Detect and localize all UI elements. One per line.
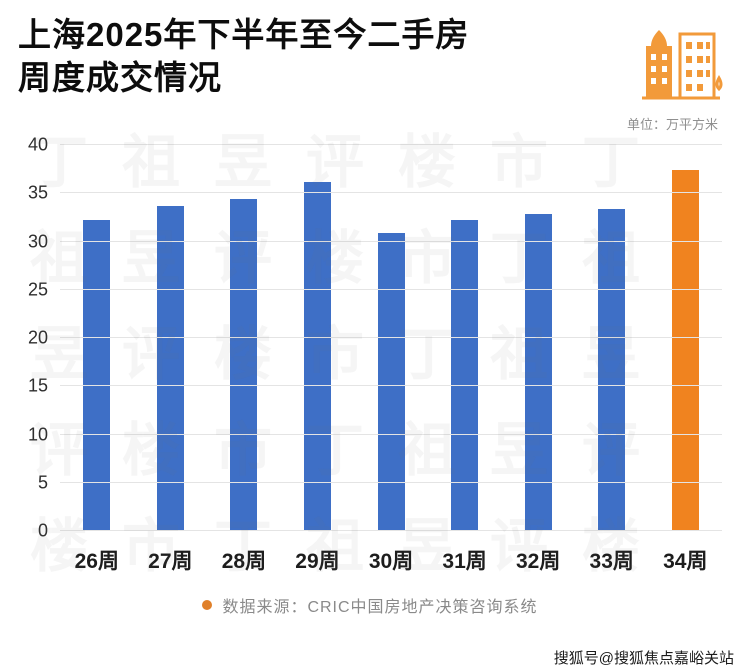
- sohu-credit: 搜狐号@搜狐焦点嘉峪关站: [553, 650, 734, 667]
- bar-chart: 0 5 10 15 20 25 30 35 40 26周 27周 28周 29周 30周 31周 32周 33…: [14, 135, 724, 573]
- gridline: [60, 192, 722, 194]
- y-tick-label: 5: [37, 472, 48, 493]
- bar-slot: [281, 145, 355, 531]
- x-tick-label: 27周: [148, 550, 193, 573]
- y-tick-label: 10: [27, 424, 48, 444]
- bar-slot: [207, 145, 281, 531]
- bar-28周: [230, 199, 258, 531]
- gridline: [60, 433, 722, 435]
- bar-slot: [354, 145, 428, 531]
- y-tick-label: 15: [27, 375, 48, 396]
- bar-slot: [428, 145, 502, 531]
- bar-30周: [377, 232, 405, 531]
- data-source: 数据来源：CRIC中国房地产决策咨询系统: [222, 599, 538, 616]
- y-tick-label: 30: [27, 231, 48, 251]
- x-tick-label: 31周: [442, 550, 487, 573]
- x-tick-label: 29周: [295, 550, 340, 573]
- gridline: [60, 530, 722, 531]
- x-axis: 26周 27周 28周 29周 30周 31周 32周 33周 34周: [60, 537, 722, 573]
- bar-slot: [575, 145, 649, 531]
- bar-slot: [649, 145, 723, 531]
- gridline: [60, 337, 722, 338]
- bar-slot: [60, 145, 134, 531]
- bars: [60, 145, 722, 531]
- x-tick-label: 30周: [368, 550, 414, 573]
- y-axis: 0 5 10 15 20 25 30 35 40: [14, 135, 54, 541]
- x-tick-label: 28周: [221, 550, 267, 573]
- bar-31周: [451, 220, 479, 531]
- gridline: [60, 288, 722, 290]
- gridline: [60, 481, 722, 483]
- x-tick-label: 34周: [663, 550, 708, 573]
- plot-area: [60, 144, 722, 531]
- gridline: [60, 240, 722, 242]
- page-title: 上海2025年下半年至今二手房 周度成交情况: [18, 14, 469, 100]
- buildings-icon: [638, 16, 724, 104]
- x-tick-label: 32周: [515, 550, 561, 573]
- y-tick-label: 0: [37, 520, 48, 541]
- bar-26周: [83, 220, 111, 531]
- footer: 数据来源：CRIC中国房地产决策咨询系统: [0, 593, 740, 617]
- bar-27周: [156, 205, 184, 531]
- bar-33周: [598, 208, 626, 531]
- title-line-2: 周度成交情况: [18, 58, 222, 96]
- bar-29周: [303, 181, 331, 531]
- y-tick-label: 20: [27, 327, 48, 348]
- header: 上海2025年下半年至今二手房 周度成交情况: [0, 0, 740, 104]
- y-tick-label: 35: [27, 182, 48, 203]
- bar-slot: [134, 145, 208, 531]
- gridline: [60, 144, 722, 145]
- gridline: [60, 385, 722, 387]
- x-tick-label: 33周: [589, 550, 634, 573]
- title-line-1: 上海2025年下半年至今二手房: [18, 16, 470, 53]
- y-tick-label: 40: [27, 134, 48, 155]
- bullet-dot-icon: [202, 600, 213, 610]
- unit-label: 单位：万平方米: [626, 117, 718, 132]
- y-tick-label: 25: [27, 279, 48, 300]
- bar-34周: [671, 170, 699, 531]
- x-tick-label: 26周: [74, 550, 119, 573]
- bar-slot: [501, 145, 575, 531]
- bar-32周: [524, 214, 552, 531]
